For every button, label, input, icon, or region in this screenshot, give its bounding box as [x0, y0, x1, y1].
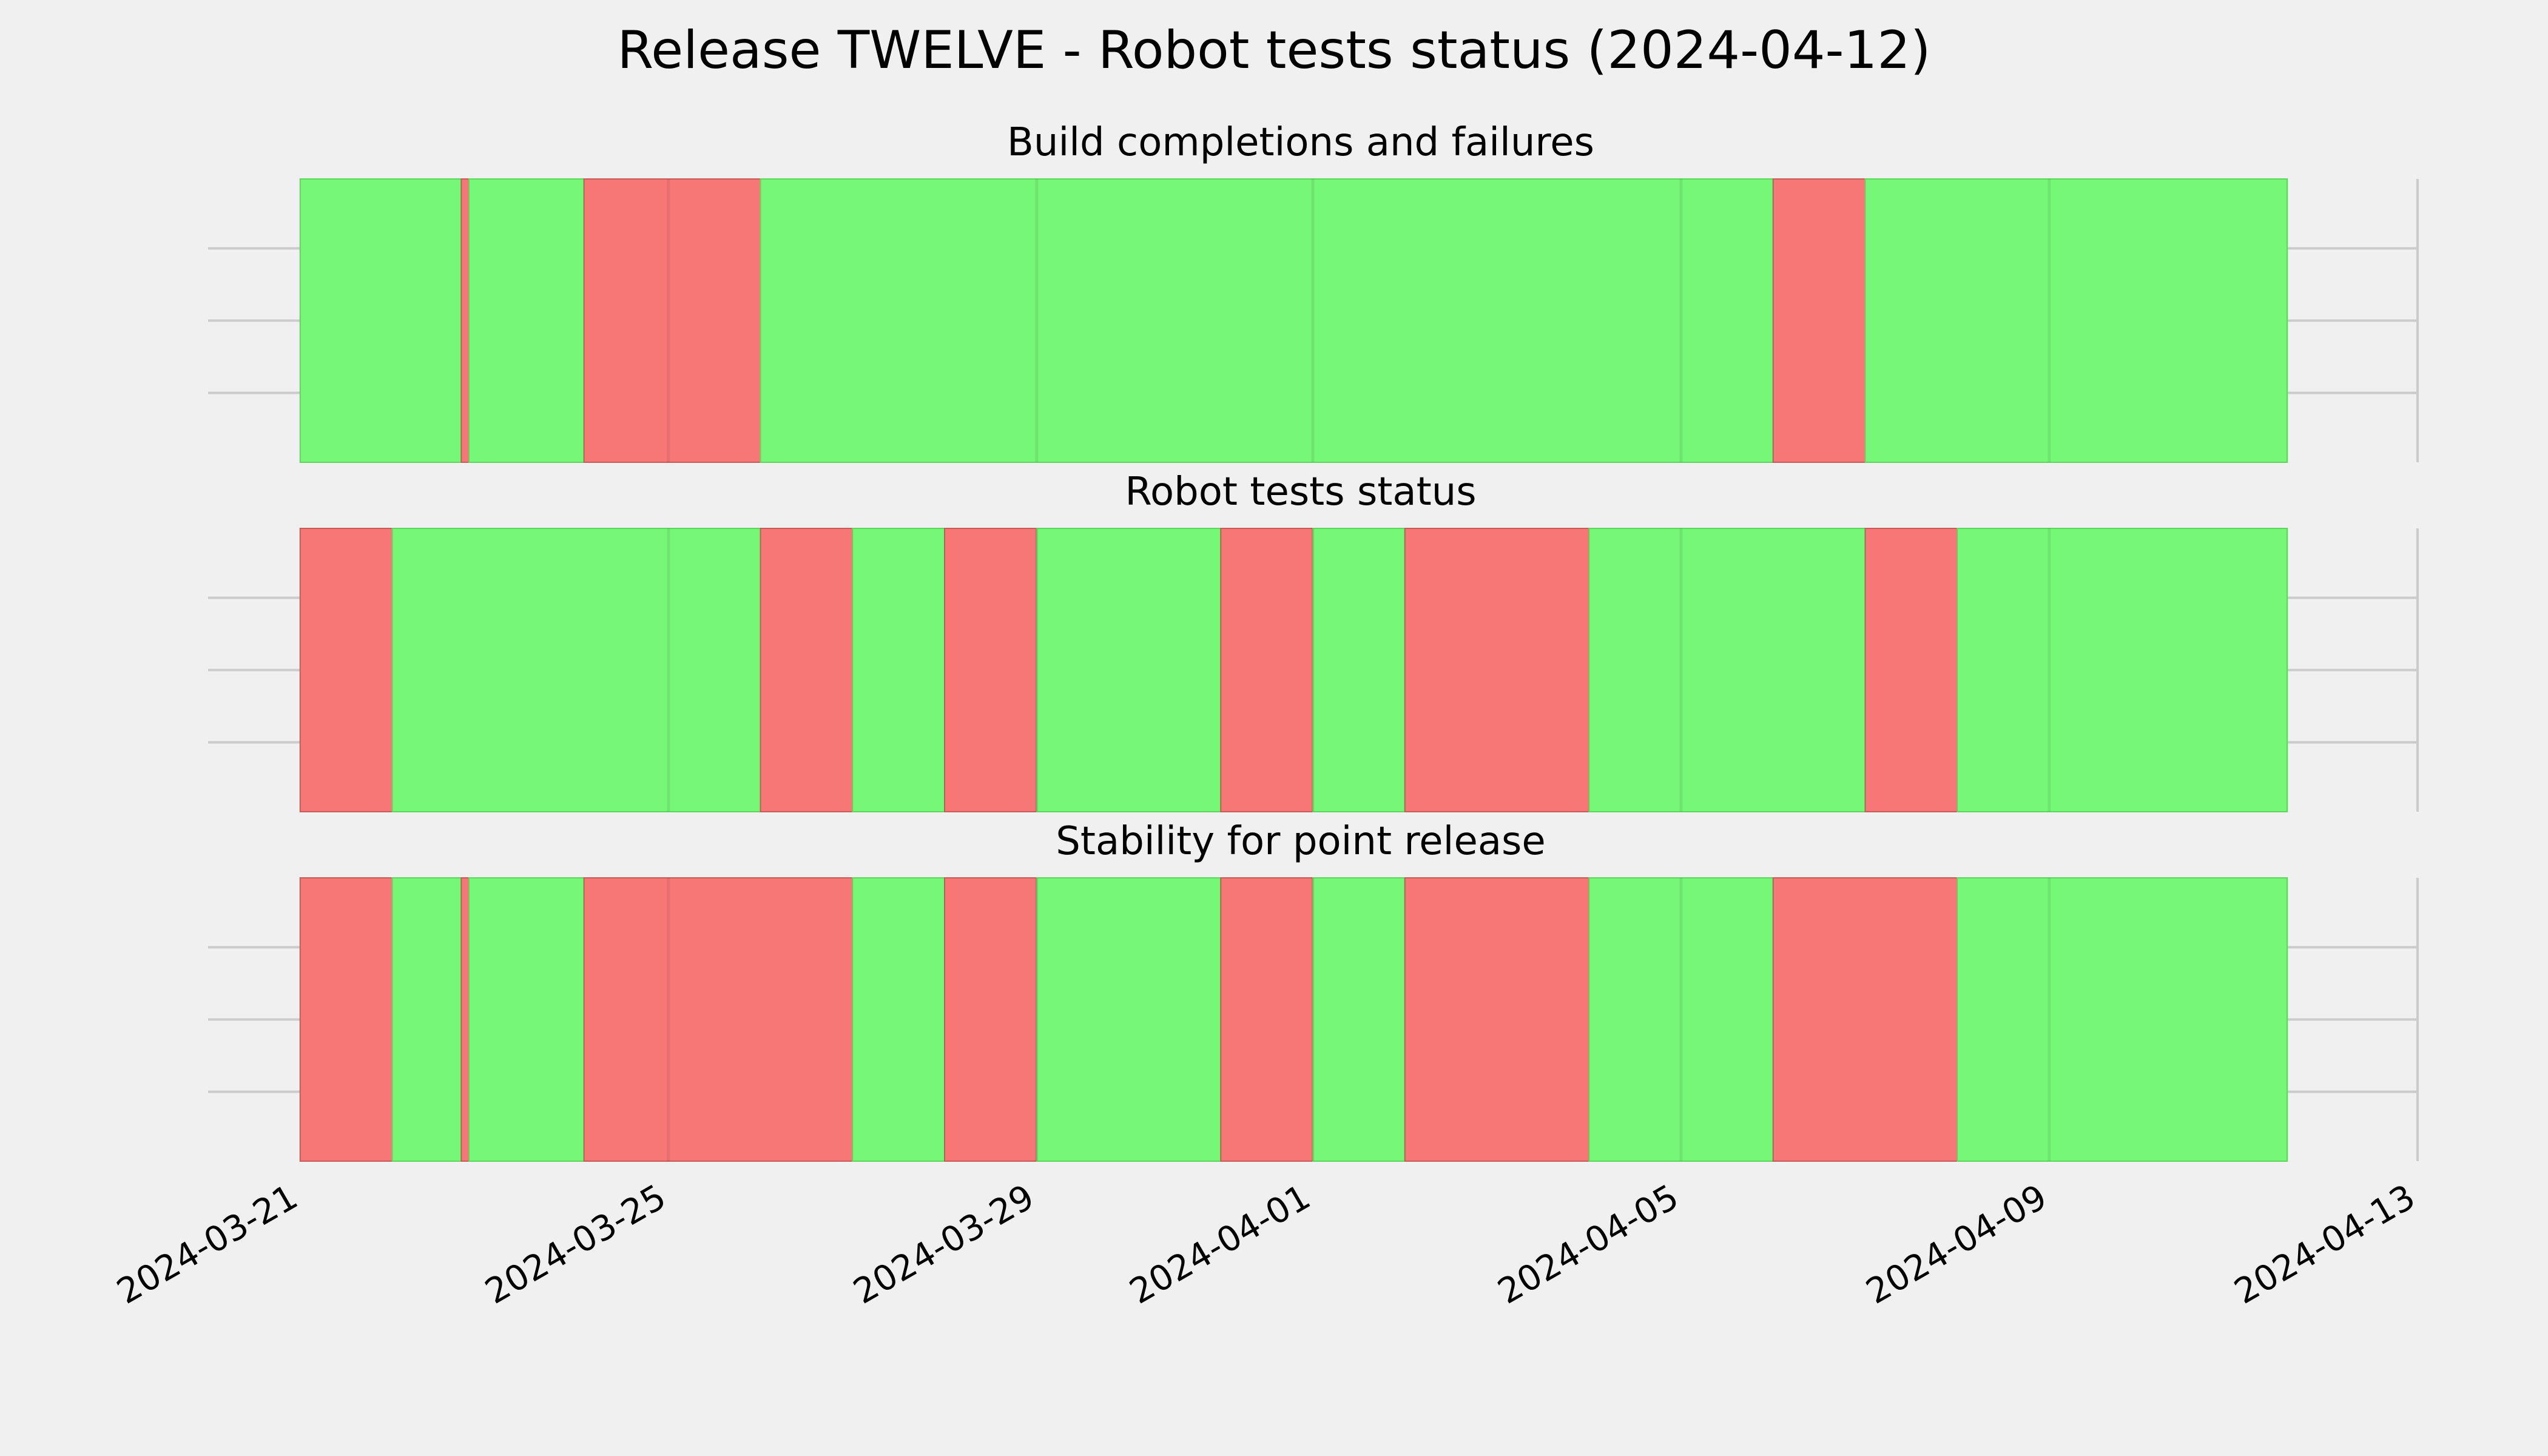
fail-span — [460, 877, 470, 1162]
fail-span — [1772, 178, 1866, 463]
fail-span — [1404, 877, 1590, 1162]
pass-span — [468, 877, 585, 1162]
fail-span — [583, 178, 761, 463]
x-tick-label: 2024-04-09 — [1859, 1177, 2054, 1312]
pass-span — [1588, 528, 1866, 812]
panel-1: Build completions and failures — [208, 120, 2419, 463]
x-tick-label: 2024-03-21 — [110, 1177, 305, 1312]
pass-span — [852, 528, 945, 812]
pass-span — [760, 178, 1774, 463]
chart-title: Release TWELVE - Robot tests status (202… — [617, 20, 1930, 81]
panels-group: Build completions and failures Robot test… — [208, 120, 2419, 1162]
fail-span — [299, 877, 393, 1162]
pass-span — [1312, 528, 1406, 812]
pass-span — [468, 178, 585, 463]
x-tick-label: 2024-03-25 — [479, 1177, 673, 1312]
x-tick-label: 2024-04-13 — [2228, 1177, 2422, 1312]
pass-span — [852, 877, 945, 1162]
fail-span — [1404, 528, 1590, 812]
fail-span — [1220, 528, 1313, 812]
pass-span — [299, 178, 462, 463]
fail-span — [583, 877, 854, 1162]
fail-span — [760, 528, 854, 812]
pass-span — [1956, 528, 2288, 812]
panel-title: Build completions and failures — [1007, 120, 1594, 165]
x-axis: 2024-03-21 2024-03-25 2024-03-29 2024-04-01… — [110, 1177, 2422, 1312]
pass-span — [391, 528, 761, 812]
x-tick-label: 2024-03-29 — [847, 1177, 1041, 1312]
pass-span — [1036, 528, 1222, 812]
fail-span — [1864, 528, 1958, 812]
x-tick-label: 2024-04-05 — [1491, 1177, 1685, 1312]
panel-2: Robot tests status — [208, 470, 2419, 812]
panel-title: Stability for point release — [1056, 819, 1546, 864]
pass-span — [1036, 877, 1222, 1162]
pass-span — [1956, 877, 2288, 1162]
panel-title: Robot tests status — [1125, 470, 1476, 514]
pass-span — [1864, 178, 2288, 463]
fail-span — [944, 528, 1037, 812]
fail-span — [460, 178, 470, 463]
x-tick-label: 2024-04-01 — [1123, 1177, 1317, 1312]
panel-3: Stability for point release — [208, 819, 2419, 1162]
fail-span — [1772, 877, 1958, 1162]
fail-span — [299, 528, 393, 812]
pass-span — [1312, 877, 1406, 1162]
pass-span — [391, 877, 462, 1162]
fail-span — [1220, 877, 1313, 1162]
fail-span — [944, 877, 1037, 1162]
